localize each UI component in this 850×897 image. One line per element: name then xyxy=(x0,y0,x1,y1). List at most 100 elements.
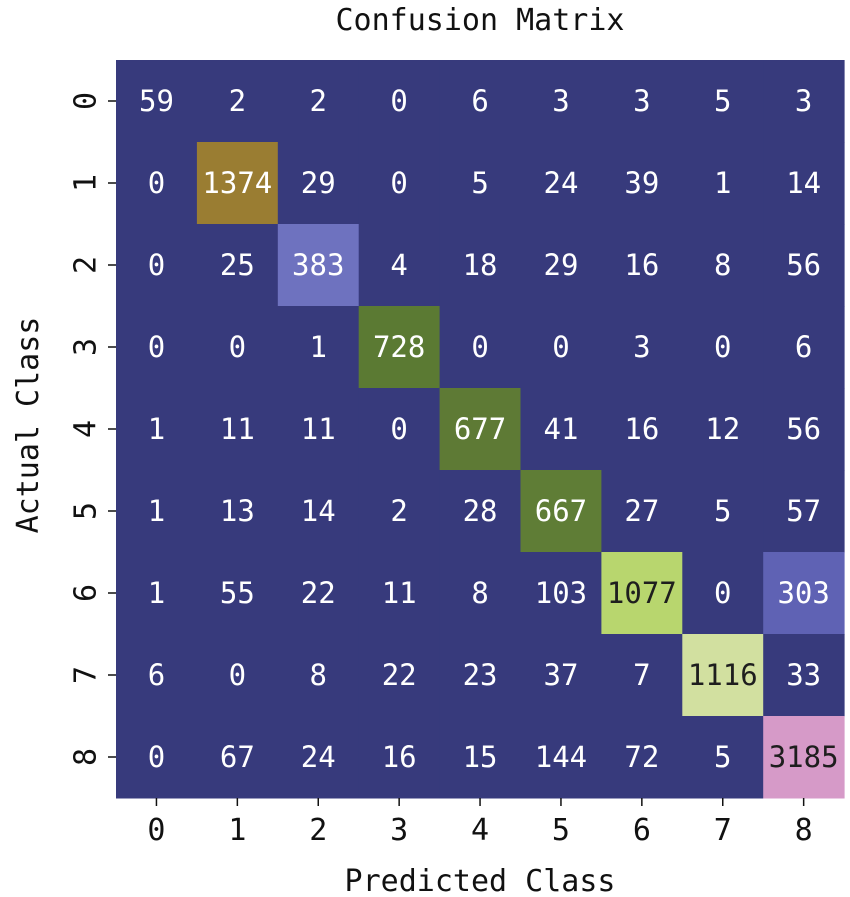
heatmap-cell xyxy=(277,470,360,553)
y-tick-label: 8 xyxy=(69,748,104,766)
heatmap-cell xyxy=(682,634,764,717)
heatmap-cell xyxy=(763,142,845,225)
heatmap-cells xyxy=(116,60,845,799)
heatmap-cell xyxy=(358,716,441,799)
x-tick-label: 6 xyxy=(633,813,651,848)
cell-value: 25 xyxy=(220,248,255,282)
heatmap-cell xyxy=(682,470,764,553)
heatmap-cell xyxy=(682,60,764,143)
heatmap-cell xyxy=(277,142,360,225)
cell-value: 16 xyxy=(624,248,659,282)
cell-value: 39 xyxy=(624,166,659,200)
cell-value: 33 xyxy=(786,658,821,692)
heatmap-cell xyxy=(196,634,279,717)
heatmap-cell xyxy=(763,224,845,307)
x-axis-ticks: 0 1 2 3 4 5 6 7 8 xyxy=(147,798,813,848)
cell-value: 12 xyxy=(705,412,740,446)
cell-value: 6 xyxy=(795,330,812,364)
x-tick-label: 2 xyxy=(309,813,327,848)
heatmap-cell xyxy=(682,716,764,799)
heatmap-cell xyxy=(439,142,521,225)
cell-value: 22 xyxy=(382,658,417,692)
cell-value: 11 xyxy=(301,412,336,446)
cell-value: 56 xyxy=(786,248,821,282)
heatmap-cell xyxy=(439,470,521,553)
y-tick-label: 2 xyxy=(69,256,104,274)
heatmap-cell xyxy=(116,388,198,471)
cell-value: 37 xyxy=(543,658,578,692)
cell-value: 8 xyxy=(471,576,488,610)
heatmap-cell xyxy=(439,634,521,717)
heatmap-cell xyxy=(763,634,845,717)
cell-value: 5 xyxy=(471,166,488,200)
heatmap-cell xyxy=(358,388,441,471)
cell-value: 5 xyxy=(714,84,731,118)
cell-value: 27 xyxy=(624,494,659,528)
y-tick-label: 1 xyxy=(69,174,104,192)
heatmap-cell xyxy=(439,716,521,799)
cell-value: 3 xyxy=(552,84,569,118)
heatmap-cell xyxy=(116,552,198,635)
cell-value: 16 xyxy=(624,412,659,446)
cell-value: 7 xyxy=(633,658,650,692)
chart-title: Confusion Matrix xyxy=(336,3,625,38)
heatmap-cell xyxy=(763,60,845,143)
heatmap-cell xyxy=(277,552,360,635)
heatmap-cell xyxy=(601,142,683,225)
heatmap-cell xyxy=(520,470,602,553)
heatmap-cell xyxy=(439,60,521,143)
heatmap-cell xyxy=(439,552,521,635)
cell-value: 23 xyxy=(463,658,498,692)
y-tick-label: 7 xyxy=(69,666,104,684)
heatmap-cell xyxy=(682,224,764,307)
heatmap-cell xyxy=(116,634,198,717)
cell-value: 24 xyxy=(301,740,336,774)
x-tick-label: 8 xyxy=(795,813,813,848)
cell-value: 1374 xyxy=(202,166,272,200)
cell-value: 1077 xyxy=(607,576,677,610)
heatmap-cell xyxy=(520,60,602,143)
heatmap-cell xyxy=(763,552,845,635)
x-tick-label: 4 xyxy=(471,813,489,848)
cell-value: 1 xyxy=(310,330,327,364)
heatmap-cell xyxy=(196,552,279,635)
heatmap-cell xyxy=(601,716,683,799)
heatmap-cell xyxy=(763,470,845,553)
cell-value: 303 xyxy=(777,576,829,610)
cell-value: 15 xyxy=(463,740,498,774)
heatmap-cell xyxy=(763,716,845,799)
cell-value: 14 xyxy=(301,494,336,528)
heatmap-cell xyxy=(601,306,683,389)
heatmap-cell xyxy=(601,470,683,553)
x-tick-label: 1 xyxy=(228,813,246,848)
cell-value: 72 xyxy=(624,740,659,774)
cell-value: 16 xyxy=(382,740,417,774)
cell-value: 0 xyxy=(390,166,407,200)
cell-value: 57 xyxy=(786,494,821,528)
cell-value: 56 xyxy=(786,412,821,446)
heatmap-cell xyxy=(682,552,764,635)
cell-value: 1 xyxy=(714,166,731,200)
cell-value: 6 xyxy=(471,84,488,118)
heatmap-cell xyxy=(277,60,360,143)
cell-value: 0 xyxy=(148,248,165,282)
x-axis-label: Predicted Class xyxy=(345,864,616,897)
cell-value: 59 xyxy=(139,84,174,118)
cell-value: 103 xyxy=(535,576,587,610)
cell-value: 8 xyxy=(714,248,731,282)
cell-value: 4 xyxy=(390,248,407,282)
cell-value: 24 xyxy=(543,166,578,200)
cell-value: 3185 xyxy=(769,740,839,774)
cell-value: 2 xyxy=(390,494,407,528)
heatmap-cell xyxy=(196,142,279,225)
cell-value: 11 xyxy=(382,576,417,610)
cell-value: 3 xyxy=(795,84,812,118)
cell-value: 144 xyxy=(535,740,587,774)
heatmap-cell xyxy=(358,552,441,635)
heatmap-cell xyxy=(601,634,683,717)
cell-value: 0 xyxy=(714,576,731,610)
heatmap-cell xyxy=(439,306,521,389)
cell-value: 0 xyxy=(390,84,407,118)
y-axis-ticks: 0 1 2 3 4 5 6 7 8 xyxy=(69,92,116,766)
y-tick-label: 6 xyxy=(69,584,104,602)
